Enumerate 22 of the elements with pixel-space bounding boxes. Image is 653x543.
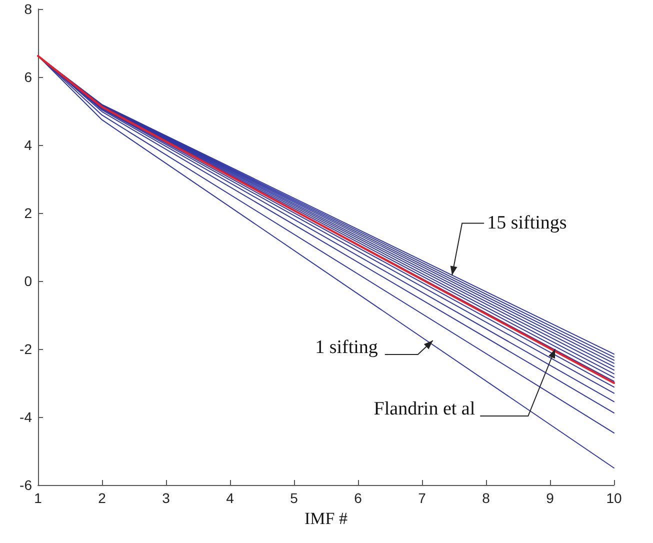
annotation: Flandrin et al <box>374 398 476 420</box>
x-tick-label: 5 <box>290 490 298 506</box>
x-tick-label: 2 <box>98 490 106 506</box>
y-tick-label: 4 <box>24 137 32 153</box>
x-axis-title: IMF # <box>304 508 348 528</box>
y-tick-label: 0 <box>24 273 32 289</box>
x-tick-label: 9 <box>546 490 554 506</box>
y-tick-label: -2 <box>20 341 32 357</box>
x-tick-label: 3 <box>162 490 170 506</box>
x-tick-label: 10 <box>606 490 622 506</box>
y-tick-label: 6 <box>24 69 32 85</box>
x-tick-label: 6 <box>354 490 362 506</box>
y-tick-label: -6 <box>20 477 32 493</box>
annotation: 1 sifting <box>315 337 378 358</box>
y-tick-label: -4 <box>20 409 32 425</box>
x-tick-label: 1 <box>34 490 42 506</box>
x-tick-label: 4 <box>226 490 234 506</box>
y-tick-label: 8 <box>24 1 32 17</box>
y-tick-label: 2 <box>24 205 32 221</box>
annotation: 15 siftings <box>487 212 567 234</box>
x-tick-label: 8 <box>482 490 490 506</box>
x-tick-label: 7 <box>418 490 426 506</box>
